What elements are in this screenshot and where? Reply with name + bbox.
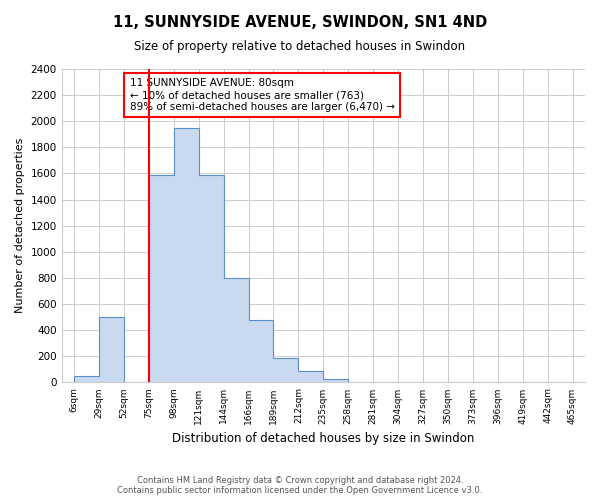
X-axis label: Distribution of detached houses by size in Swindon: Distribution of detached houses by size … bbox=[172, 432, 475, 445]
Y-axis label: Number of detached properties: Number of detached properties bbox=[15, 138, 25, 314]
Text: Size of property relative to detached houses in Swindon: Size of property relative to detached ho… bbox=[134, 40, 466, 53]
Text: 11 SUNNYSIDE AVENUE: 80sqm
← 10% of detached houses are smaller (763)
89% of sem: 11 SUNNYSIDE AVENUE: 80sqm ← 10% of deta… bbox=[130, 78, 395, 112]
Text: 11, SUNNYSIDE AVENUE, SWINDON, SN1 4ND: 11, SUNNYSIDE AVENUE, SWINDON, SN1 4ND bbox=[113, 15, 487, 30]
Text: Contains HM Land Registry data © Crown copyright and database right 2024.
Contai: Contains HM Land Registry data © Crown c… bbox=[118, 476, 482, 495]
